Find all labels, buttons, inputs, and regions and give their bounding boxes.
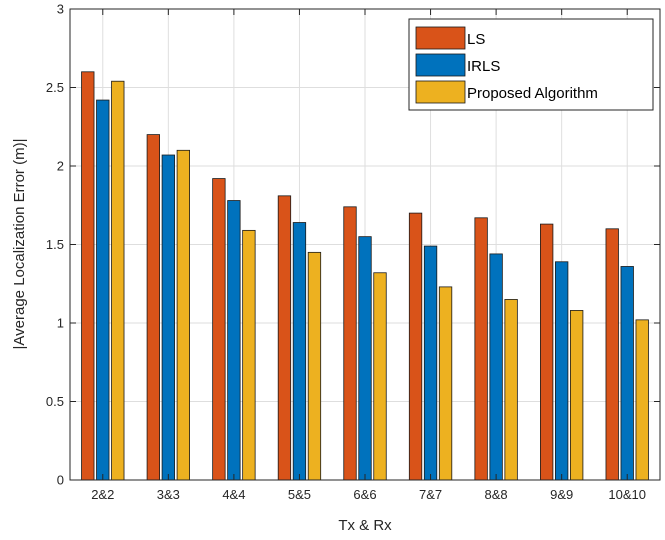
bar-ls: [605, 228, 619, 481]
bar-ls: [408, 212, 423, 481]
bar-ls: [81, 71, 95, 481]
bar-ls: [474, 217, 488, 481]
x-tick-label: 4&4: [222, 487, 245, 502]
bar-proposed-algorithm: [176, 149, 190, 481]
bar-irls: [555, 261, 569, 481]
y-tick-label: 3: [57, 2, 64, 17]
bar-ls: [540, 223, 554, 481]
bar-irls: [423, 245, 438, 481]
y-tick-label: 2: [57, 159, 64, 174]
bar-ls: [343, 206, 357, 481]
legend-swatch: [415, 26, 466, 50]
x-tick-label: 10&10: [608, 487, 646, 502]
axis-ticks: 0 0.5 1 1.5 2 2.5 3 2&2 3&3 4&4 5&5 6&6 7&7 8&8 9&9 10&…: [46, 2, 660, 502]
bar-proposed-algorithm: [635, 319, 649, 481]
x-tick-label: 5&5: [288, 487, 311, 502]
legend-label: Proposed Algorithm: [467, 85, 598, 102]
x-tick-label: 8&8: [485, 487, 508, 502]
legend-swatch: [415, 80, 466, 104]
bar-irls: [96, 99, 110, 481]
y-tick-label: 1: [57, 316, 64, 331]
bar-proposed-algorithm: [570, 310, 584, 481]
legend-label: IRLS: [467, 58, 500, 75]
bar-irls: [620, 266, 634, 481]
legend: LS IRLS Proposed Algorithm: [408, 18, 654, 111]
bar-proposed-algorithm: [504, 299, 518, 481]
bar-irls: [489, 253, 503, 481]
bar-ls: [277, 195, 292, 481]
x-tick-label: 7&7: [419, 487, 442, 502]
bar-proposed-algorithm: [111, 80, 125, 481]
bar-ls: [146, 134, 160, 481]
bar-irls: [227, 200, 241, 481]
legend-label: LS: [467, 31, 485, 48]
bar-ls: [212, 178, 226, 481]
bar-proposed-algorithm: [307, 251, 322, 481]
x-tick-label: 3&3: [157, 487, 180, 502]
y-tick-label: 0: [57, 473, 64, 488]
legend-swatch: [415, 53, 466, 77]
bar-irls: [161, 154, 175, 481]
y-axis-label: |Average Localization Error (m)|: [11, 139, 28, 350]
y-tick-label: 2.5: [46, 80, 64, 95]
y-tick-label: 1.5: [46, 237, 64, 252]
bar-proposed-algorithm: [438, 286, 453, 481]
x-tick-label: 9&9: [550, 487, 573, 502]
x-axis-label: Tx & Rx: [338, 517, 392, 534]
bar-proposed-algorithm: [242, 229, 256, 481]
bar-irls: [292, 222, 307, 481]
x-tick-label: 6&6: [353, 487, 376, 502]
bar-irls: [358, 236, 372, 481]
bar-proposed-algorithm: [373, 272, 387, 481]
x-tick-label: 2&2: [91, 487, 114, 502]
y-tick-label: 0.5: [46, 394, 64, 409]
